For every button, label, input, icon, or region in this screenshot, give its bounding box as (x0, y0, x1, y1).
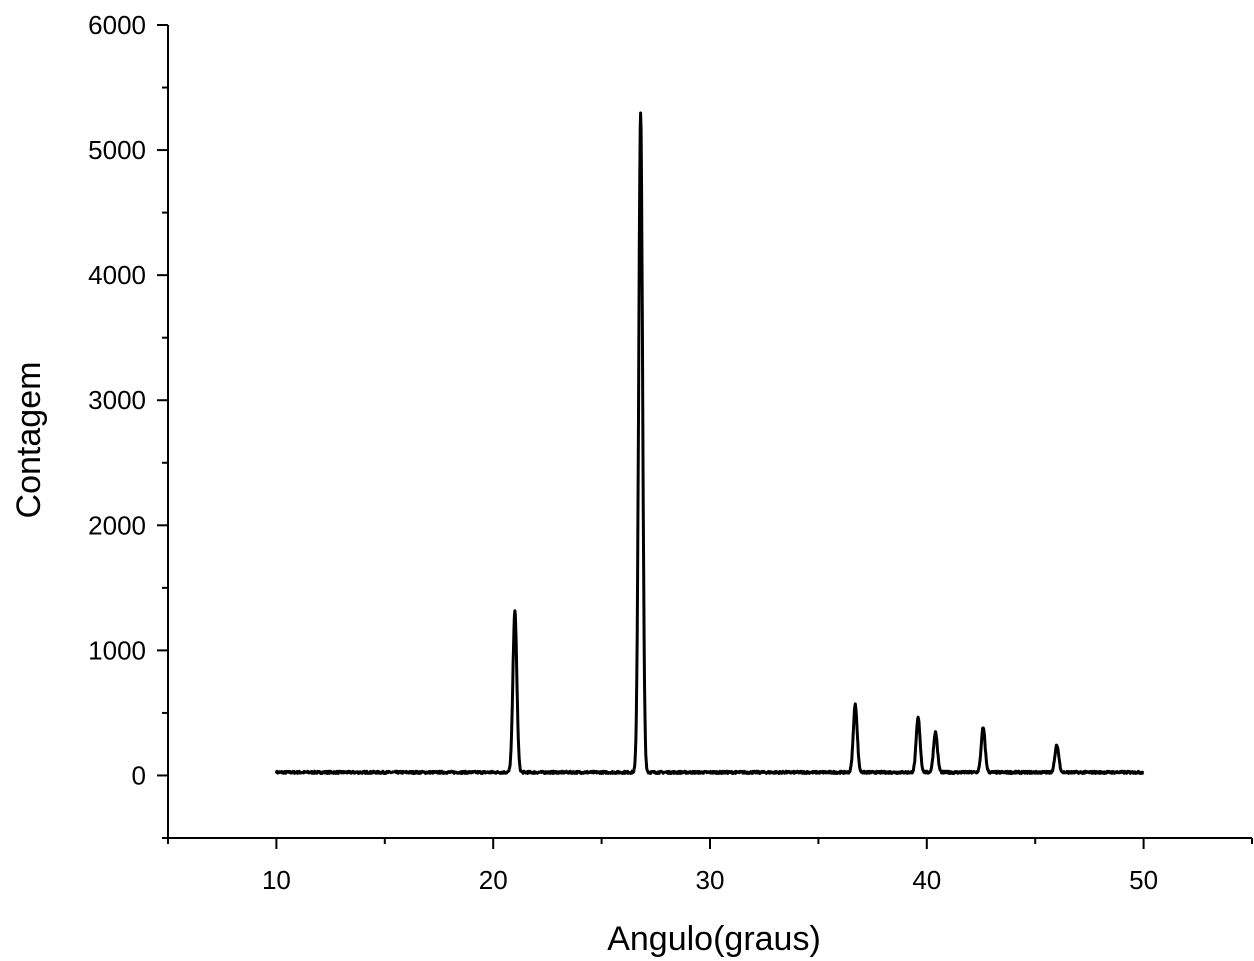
x-tick-label: 20 (479, 865, 508, 895)
y-tick-label: 0 (132, 760, 146, 790)
y-tick-label: 2000 (88, 510, 146, 540)
x-axis-title: Angulo(graus) (607, 920, 821, 958)
y-tick-label: 6000 (88, 10, 146, 40)
x-tick-label: 40 (912, 865, 941, 895)
y-axis-title: Contagem (10, 362, 48, 519)
x-tick-label: 30 (696, 865, 725, 895)
diffraction-series-line (274, 111, 1145, 775)
x-tick-label: 10 (262, 865, 291, 895)
y-tick-label: 4000 (88, 260, 146, 290)
y-tick-label: 3000 (88, 385, 146, 415)
y-tick-label: 1000 (88, 635, 146, 665)
x-tick-label: 50 (1129, 865, 1158, 895)
y-axis: 0 1000 2000 3000 4000 5000 6000 (88, 10, 169, 839)
y-tick-label: 5000 (88, 135, 146, 165)
x-axis: 10 20 30 40 50 (167, 837, 1253, 895)
plot-area (274, 111, 1145, 775)
